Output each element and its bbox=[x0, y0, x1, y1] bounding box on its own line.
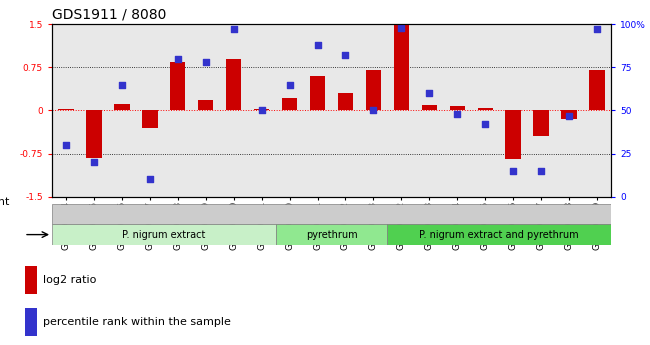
Point bbox=[229, 27, 239, 32]
Bar bbox=[254, 109, 269, 110]
Point bbox=[564, 113, 575, 118]
Bar bbox=[450, 106, 465, 110]
Text: pyrethrum: pyrethrum bbox=[306, 230, 358, 239]
Bar bbox=[282, 98, 297, 110]
Point bbox=[480, 121, 491, 127]
Point bbox=[61, 142, 71, 148]
Text: log2 ratio: log2 ratio bbox=[43, 275, 96, 285]
Bar bbox=[506, 110, 521, 159]
Point bbox=[88, 159, 99, 165]
Point bbox=[117, 82, 127, 87]
Point bbox=[173, 56, 183, 61]
Bar bbox=[170, 61, 185, 110]
Bar bbox=[478, 108, 493, 110]
Bar bbox=[276, 224, 387, 245]
Text: percentile rank within the sample: percentile rank within the sample bbox=[43, 317, 231, 327]
Point bbox=[424, 90, 435, 96]
Text: P. nigrum extract and pyrethrum: P. nigrum extract and pyrethrum bbox=[419, 230, 579, 239]
Bar bbox=[387, 224, 611, 245]
Bar bbox=[562, 110, 577, 119]
Point bbox=[285, 82, 295, 87]
Point bbox=[200, 59, 211, 65]
Bar bbox=[226, 59, 241, 110]
Point bbox=[396, 25, 407, 30]
Bar bbox=[52, 224, 276, 245]
Text: P. nigrum extract: P. nigrum extract bbox=[122, 230, 205, 239]
Bar bbox=[25, 266, 36, 294]
Point bbox=[256, 108, 267, 113]
Bar bbox=[114, 104, 129, 110]
Bar bbox=[198, 100, 213, 110]
Bar bbox=[142, 110, 157, 128]
Bar bbox=[52, 204, 611, 224]
Bar bbox=[422, 105, 437, 110]
Point bbox=[312, 42, 322, 48]
Bar bbox=[366, 70, 381, 110]
Bar bbox=[310, 76, 325, 110]
Point bbox=[369, 108, 379, 113]
Bar bbox=[394, 24, 409, 110]
Point bbox=[592, 27, 603, 32]
Bar bbox=[534, 110, 549, 136]
Bar bbox=[58, 109, 73, 110]
Text: agent: agent bbox=[0, 197, 10, 207]
Text: GDS1911 / 8080: GDS1911 / 8080 bbox=[52, 8, 166, 22]
Point bbox=[536, 168, 546, 174]
Point bbox=[508, 168, 519, 174]
Bar bbox=[25, 308, 36, 336]
Point bbox=[452, 111, 463, 117]
Point bbox=[341, 52, 351, 58]
Bar bbox=[590, 70, 605, 110]
Bar bbox=[338, 93, 353, 110]
Bar bbox=[86, 110, 101, 158]
Point bbox=[144, 177, 155, 182]
